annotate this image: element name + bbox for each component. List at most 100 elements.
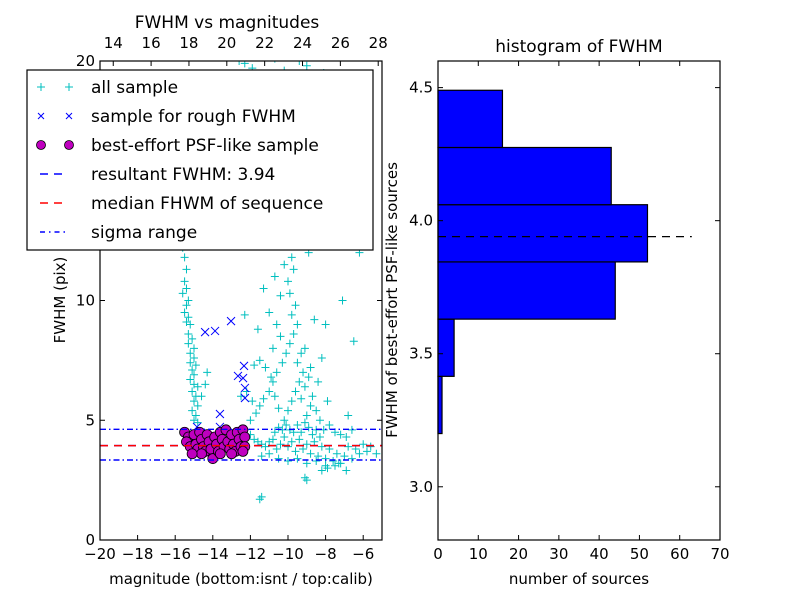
legend-plus-icon [37, 83, 45, 91]
legend-x-icon [65, 112, 73, 120]
data-point-plus [314, 452, 323, 461]
scatter-y-ticks: 0 5 10 20 [76, 52, 382, 549]
data-point-plus [321, 454, 330, 463]
data-point-plus [289, 330, 298, 339]
data-point-plus [184, 296, 193, 305]
top-x-tick-label: 26 [331, 34, 350, 52]
data-point-x [215, 409, 225, 419]
histogram-bars [437, 89, 649, 435]
legend-x-icon [37, 112, 45, 120]
data-point-plus [180, 277, 189, 286]
data-point-plus [323, 397, 332, 406]
data-point-plus [270, 428, 279, 437]
data-point-circle [186, 448, 198, 460]
series-best-effort-psf-like-sample [179, 424, 251, 464]
histogram-bar [437, 146, 612, 206]
legend-circle-icon [36, 140, 46, 150]
x-tick-label: 30 [549, 545, 568, 563]
y-tick-label: 0 [85, 531, 95, 549]
data-point-circle [239, 431, 251, 443]
data-point-plus [300, 382, 309, 391]
x-tick-label: −10 [272, 545, 304, 563]
data-point-plus [240, 310, 249, 319]
data-point-plus [261, 442, 270, 451]
data-point-plus [180, 253, 189, 262]
data-point-plus [314, 377, 323, 386]
data-point-plus [259, 284, 268, 293]
data-point-plus [274, 404, 283, 413]
histogram-x-ticks: 0 10 20 30 40 50 60 70 [433, 61, 730, 563]
data-point-plus [299, 368, 308, 377]
data-point-plus [291, 301, 300, 310]
data-point-circle [237, 445, 249, 457]
data-point-circle [207, 453, 219, 464]
data-point-plus [347, 454, 356, 463]
data-point-plus [272, 368, 281, 377]
legend-entry: all sample [37, 78, 178, 98]
series-all-sample [178, 61, 381, 504]
data-point-plus [285, 289, 294, 298]
legend-entry: sigma range [40, 223, 197, 243]
data-point-plus [186, 320, 195, 329]
x-tick-label: 50 [630, 545, 649, 563]
data-point-plus [284, 442, 292, 451]
data-point-plus [268, 377, 277, 386]
scatter-ylabel: FWHM (pix) [51, 257, 69, 344]
y-tick-label: 5 [85, 411, 95, 429]
legend-entry: resultant FWHM: 3.94 [40, 165, 275, 185]
data-point-plus [250, 361, 259, 370]
data-point-plus [342, 466, 351, 475]
scatter-x-ticks: −20 −18 −16 −14 −12 −10 −8 −6 [84, 535, 374, 563]
y-tick-label: 10 [76, 292, 95, 310]
data-point-plus [289, 265, 298, 274]
data-point-x [240, 383, 250, 393]
x-tick-label: 70 [710, 545, 729, 563]
legend-label: sample for rough FWHM [91, 107, 296, 127]
x-tick-label: 60 [670, 545, 689, 563]
x-tick-label: −14 [197, 545, 229, 563]
data-point-plus [265, 449, 274, 458]
top-x-tick-label: 18 [179, 34, 198, 52]
data-point-plus [280, 260, 289, 269]
data-point-plus [338, 296, 347, 305]
data-point-plus [297, 394, 306, 403]
x-tick-label: −20 [84, 545, 116, 563]
x-tick-label: −8 [315, 545, 337, 563]
data-point-plus [284, 456, 292, 465]
data-point-plus [267, 373, 276, 382]
data-point-circle [196, 448, 207, 460]
scatter-hlines [100, 428, 382, 461]
data-point-plus [186, 375, 195, 384]
data-point-plus [355, 449, 364, 458]
data-point-plus [252, 409, 261, 418]
data-point-plus [276, 440, 285, 449]
data-point-x [200, 327, 210, 337]
data-point-plus [188, 334, 197, 343]
data-point-plus [315, 416, 324, 425]
data-point-plus [240, 61, 249, 68]
data-point-plus [259, 394, 268, 403]
data-point-plus [297, 428, 306, 437]
data-point-plus [182, 265, 191, 274]
y-tick-label: 3.0 [409, 478, 433, 496]
data-point-plus [188, 387, 197, 396]
data-point-plus [310, 437, 319, 446]
data-point-plus [336, 430, 345, 439]
scatter-top-ticks: 14 16 18 20 22 24 26 28 [104, 34, 388, 66]
data-point-x [233, 371, 243, 381]
scatter-points [178, 61, 381, 504]
data-point-plus [242, 387, 251, 396]
scatter-panel: FWHM vs magnitudes −20 −18 −16 −14 −12 −10 −8−… [26, 13, 388, 588]
data-point-plus [274, 423, 283, 432]
scatter-title: FWHM vs magnitudes [135, 13, 320, 33]
legend-box [26, 69, 374, 251]
data-point-plus [325, 421, 334, 430]
data-point-plus [302, 476, 311, 485]
histogram-bar [437, 261, 616, 320]
histogram-bar [437, 89, 504, 149]
data-point-plus [332, 449, 341, 458]
data-point-x [239, 361, 249, 371]
data-point-plus [201, 380, 210, 389]
x-tick-label: 20 [509, 545, 528, 563]
data-point-plus [203, 368, 212, 377]
